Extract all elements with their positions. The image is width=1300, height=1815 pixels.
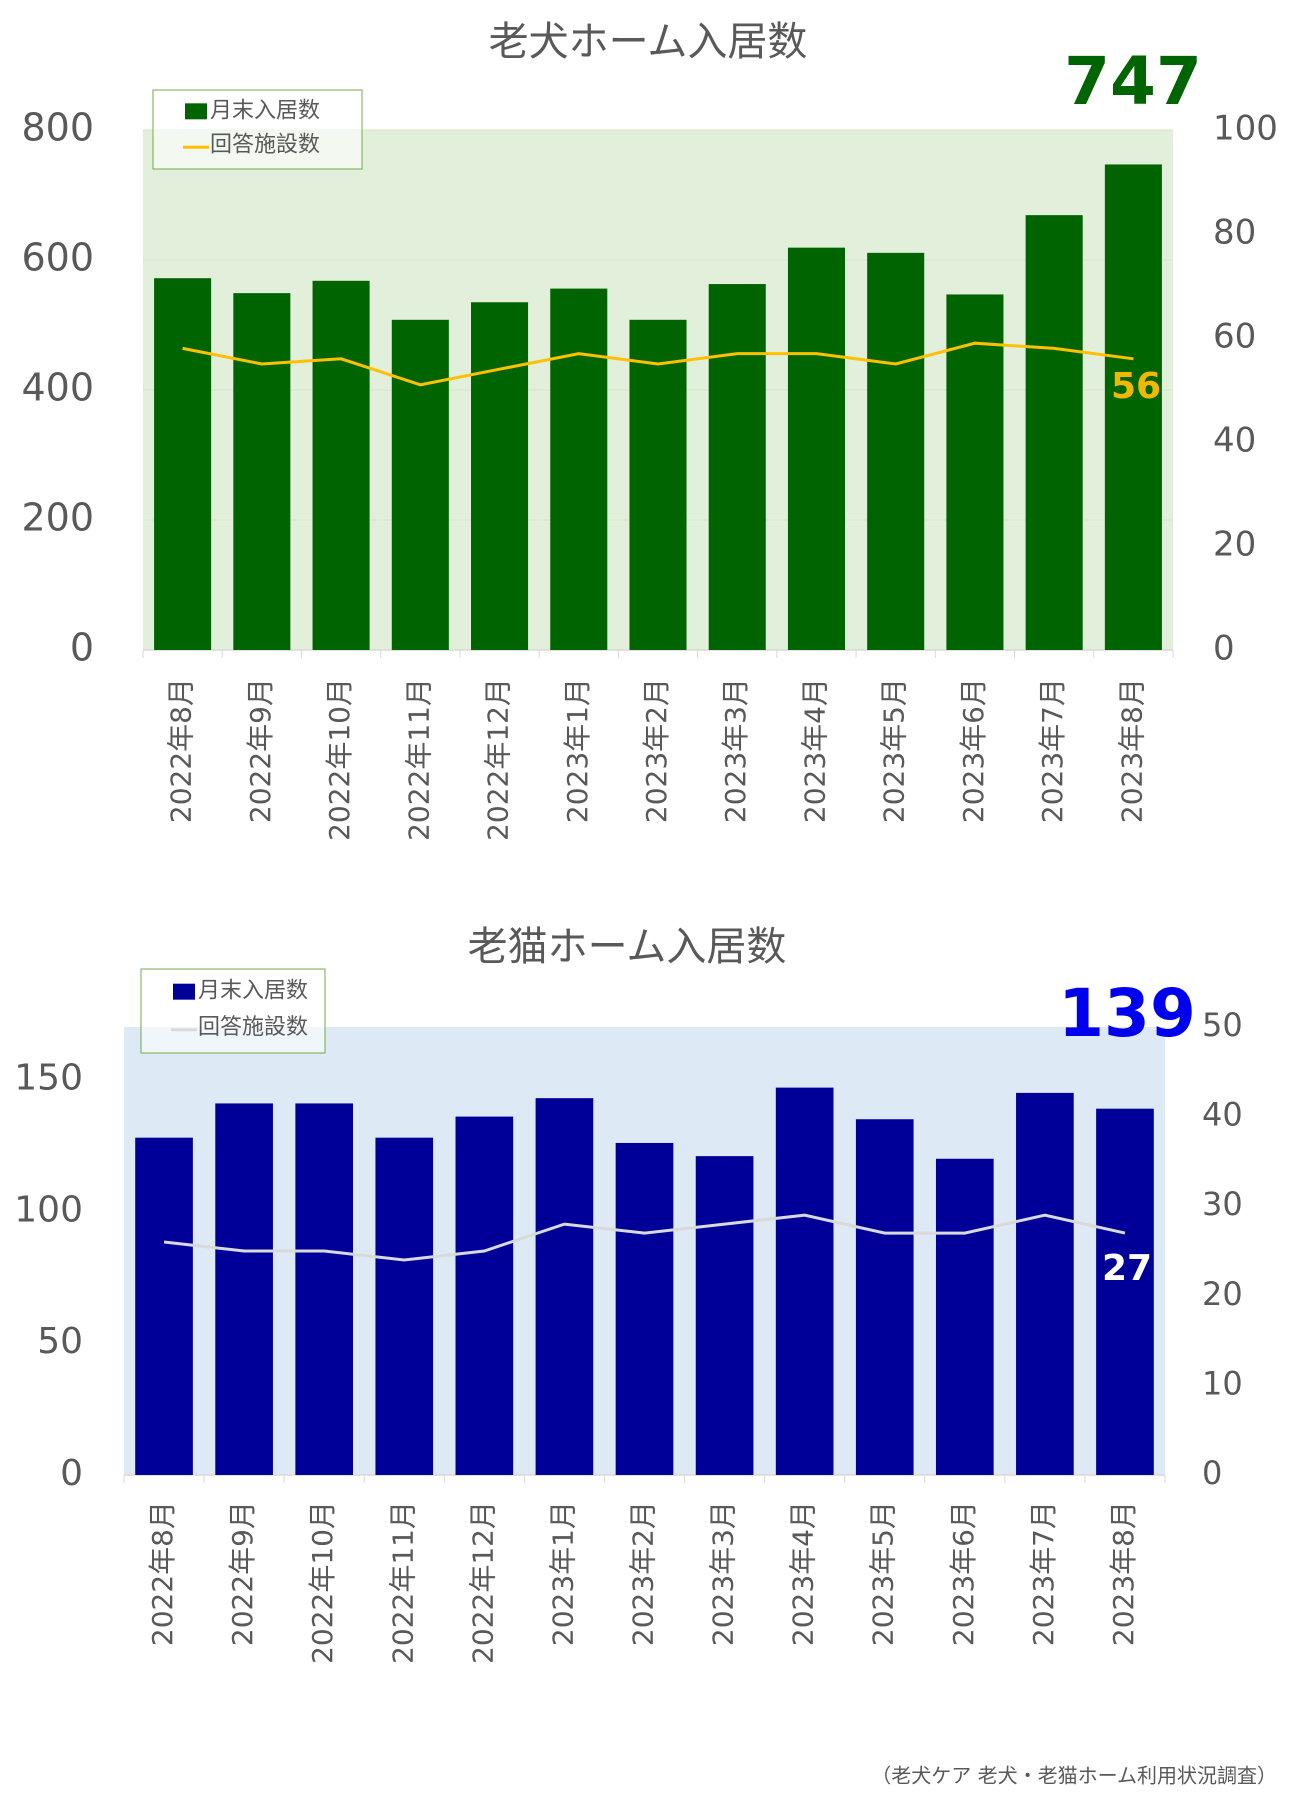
x-tick-label: 2023年7月: [1036, 678, 1069, 823]
x-tick-label: 2023年2月: [627, 1501, 660, 1646]
x-tick-label: 2023年1月: [561, 678, 594, 823]
bar: [535, 1098, 594, 1475]
bar: [375, 1137, 434, 1475]
bar: [1104, 164, 1162, 650]
y2-tick-label: 30: [1202, 1185, 1243, 1223]
bar: [471, 302, 529, 650]
x-tick-label: 2022年8月: [146, 1501, 179, 1646]
x-tick-label: 2022年10月: [306, 1501, 339, 1664]
bar: [1016, 1092, 1074, 1475]
y2-tick-label: 10: [1202, 1364, 1243, 1402]
y2-tick-label: 40: [1202, 1096, 1243, 1134]
bar: [855, 1119, 914, 1475]
bar: [867, 252, 925, 650]
x-tick-label: 2023年4月: [798, 678, 831, 823]
chart-title: 老犬ホーム入居数: [489, 19, 808, 65]
y-tick-label: 0: [70, 626, 94, 670]
y2-tick-label: 50: [1202, 1006, 1243, 1044]
value-label-bar: 139: [1058, 975, 1196, 1052]
bar: [215, 1103, 273, 1475]
x-tick-label: 2022年12月: [482, 678, 515, 841]
legend-label: 回答施設数: [198, 1015, 308, 1040]
source-note: （老犬ケア 老犬・老猫ホーム利用状況調査）: [871, 1764, 1277, 1788]
y-tick-label: 150: [14, 1058, 83, 1099]
x-tick-label: 2022年12月: [466, 1501, 499, 1664]
x-tick-label: 2023年4月: [787, 1501, 820, 1646]
bar: [935, 1158, 994, 1475]
bar: [154, 278, 212, 650]
y2-tick-label: 80: [1213, 213, 1256, 253]
legend-label: 月末入居数: [198, 979, 308, 1004]
y2-tick-label: 60: [1213, 317, 1256, 357]
bar: [391, 319, 449, 650]
x-tick-label: 2023年3月: [707, 1501, 740, 1646]
x-tick-label: 2023年8月: [1115, 678, 1148, 823]
x-tick-label: 2023年5月: [867, 1501, 900, 1646]
y-tick-label: 100: [14, 1189, 83, 1230]
y2-tick-label: 20: [1213, 525, 1256, 565]
chart-title: 老猫ホーム入居数: [468, 924, 787, 970]
y-tick-label: 600: [21, 236, 94, 280]
line-series: [182, 341, 1134, 387]
bar: [1025, 215, 1083, 650]
x-tick-label: 2023年1月: [546, 1501, 579, 1646]
x-tick-label: 2022年9月: [244, 678, 277, 823]
legend-swatch: [173, 983, 195, 1000]
x-tick-label: 2022年9月: [226, 1501, 259, 1646]
bar: [295, 1103, 354, 1475]
bar: [550, 288, 608, 650]
y-tick-label: 50: [37, 1321, 83, 1362]
bar: [312, 280, 370, 650]
x-tick-label: 2022年8月: [165, 678, 198, 823]
line-series: [163, 1213, 1126, 1262]
legend-box: [152, 89, 363, 170]
x-tick-label: 2022年11月: [402, 678, 435, 841]
y2-tick-label: 0: [1202, 1454, 1222, 1492]
bar: [135, 1137, 193, 1475]
x-tick-label: 2023年2月: [640, 678, 673, 823]
bar: [695, 1156, 754, 1475]
y-tick-label: 200: [21, 496, 94, 540]
value-label-line: 56: [1111, 366, 1161, 407]
y-tick-label: 400: [21, 366, 94, 410]
y2-tick-label: 40: [1213, 421, 1256, 461]
legend-swatch: [185, 103, 207, 120]
y2-tick-label: 20: [1202, 1275, 1243, 1313]
x-tick-label: 2023年7月: [1027, 1501, 1060, 1646]
x-tick-label: 2023年6月: [957, 678, 990, 823]
legend-label: 月末入居数: [210, 98, 320, 123]
y2-tick-label: 100: [1213, 109, 1278, 149]
legend-box: [140, 968, 326, 1054]
x-tick-label: 2023年6月: [947, 1501, 980, 1646]
bar: [1096, 1108, 1154, 1475]
value-label-line: 27: [1102, 1248, 1152, 1289]
bar: [775, 1087, 834, 1475]
bar: [615, 1142, 674, 1475]
x-tick-label: 2023年8月: [1107, 1501, 1140, 1646]
x-tick-label: 2022年11月: [386, 1501, 419, 1664]
x-tick-label: 2022年10月: [323, 678, 356, 841]
bar: [233, 293, 291, 650]
y-tick-label: 800: [21, 106, 94, 150]
bar: [629, 319, 687, 650]
y2-tick-label: 0: [1213, 629, 1235, 669]
x-tick-label: 2023年5月: [878, 678, 911, 823]
y-tick-label: 0: [60, 1453, 83, 1494]
x-tick-label: 2023年3月: [719, 678, 752, 823]
value-label-bar: 747: [1064, 43, 1202, 120]
bar: [708, 284, 766, 650]
bar: [455, 1116, 514, 1475]
legend-label: 回答施設数: [210, 132, 320, 157]
bar: [946, 294, 1004, 650]
bar: [787, 247, 845, 650]
